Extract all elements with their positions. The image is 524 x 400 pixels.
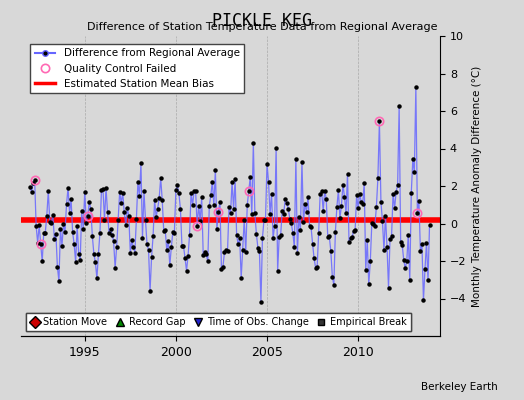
Legend: Station Move, Record Gap, Time of Obs. Change, Empirical Break: Station Move, Record Gap, Time of Obs. C…: [26, 313, 411, 331]
Text: Difference of Station Temperature Data from Regional Average: Difference of Station Temperature Data f…: [87, 22, 437, 32]
Y-axis label: Monthly Temperature Anomaly Difference (°C): Monthly Temperature Anomaly Difference (…: [472, 65, 482, 307]
Text: PICKLE KEG: PICKLE KEG: [212, 12, 312, 30]
Text: Berkeley Earth: Berkeley Earth: [421, 382, 498, 392]
